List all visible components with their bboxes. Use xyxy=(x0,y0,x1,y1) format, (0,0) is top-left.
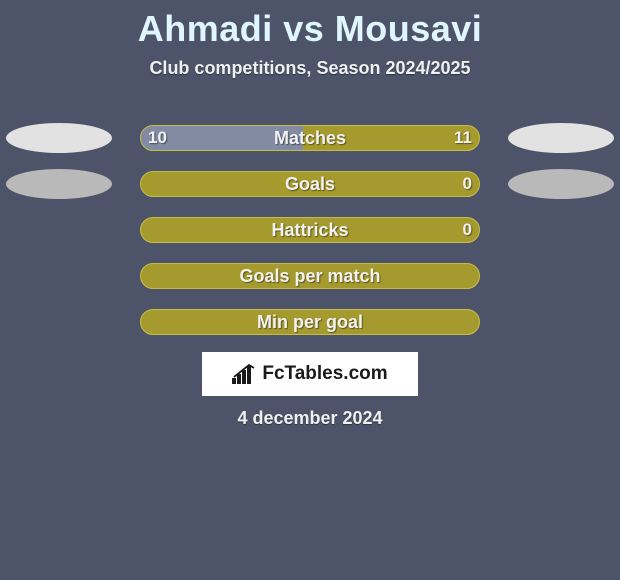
stat-bar-track xyxy=(140,309,480,335)
footer-date: 4 december 2024 xyxy=(0,408,620,429)
player-marker-left xyxy=(6,123,112,153)
stat-bar-track xyxy=(140,171,480,197)
stat-bar-track xyxy=(140,125,480,151)
footer-logo-label: FcTables.com xyxy=(262,363,387,385)
footer-logo-text: FcTables.com xyxy=(232,363,387,385)
stat-row: Goals per match xyxy=(0,253,620,299)
player-marker-left xyxy=(6,169,112,199)
fctables-icon xyxy=(232,364,258,384)
page-title: Ahmadi vs Mousavi xyxy=(0,0,620,50)
stat-row: Matches1011 xyxy=(0,115,620,161)
footer-logo: FcTables.com xyxy=(202,352,418,396)
player-marker-right xyxy=(508,169,614,199)
stats-rows-container: Matches1011Goals0Hattricks0Goals per mat… xyxy=(0,115,620,345)
stat-bar-track xyxy=(140,263,480,289)
stat-row: Min per goal xyxy=(0,299,620,345)
stat-bar-fill-left xyxy=(141,126,303,150)
stat-bar-track xyxy=(140,217,480,243)
player-marker-right xyxy=(508,123,614,153)
stat-row: Goals0 xyxy=(0,161,620,207)
page-subtitle: Club competitions, Season 2024/2025 xyxy=(0,58,620,79)
stat-row: Hattricks0 xyxy=(0,207,620,253)
